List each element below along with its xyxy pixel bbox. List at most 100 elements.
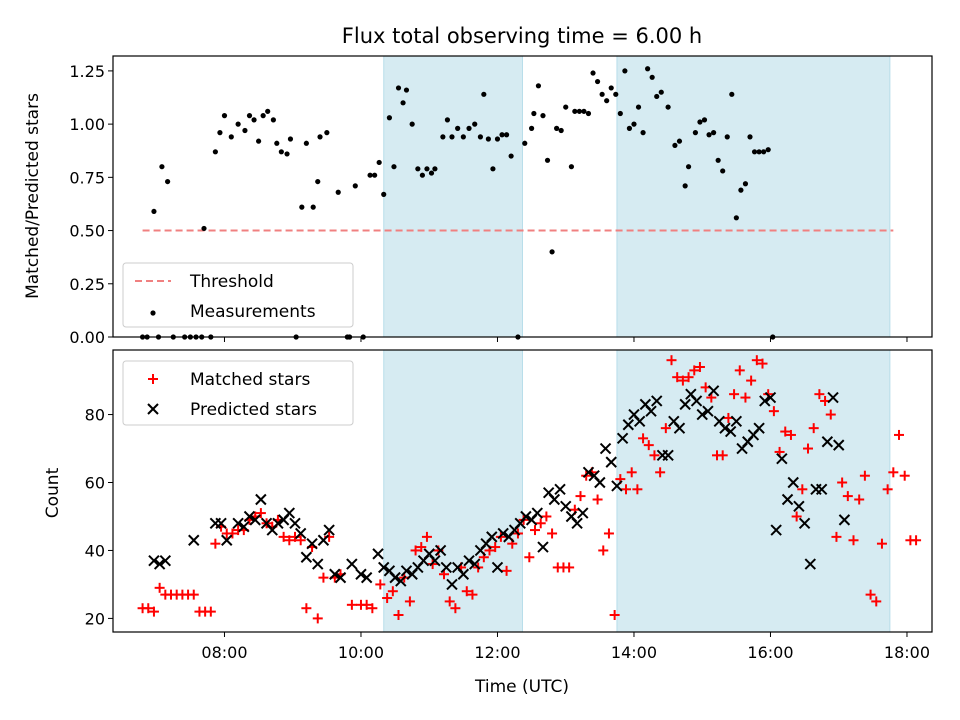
measurement-point — [654, 93, 660, 100]
measurement-point — [485, 136, 491, 142]
predicted-star-point — [798, 517, 811, 529]
measurement-point — [590, 70, 596, 76]
predicted-star-point — [457, 568, 470, 580]
matched-star-point — [660, 423, 671, 434]
measurement-point — [535, 83, 542, 89]
measurement-point — [381, 191, 387, 197]
matched-star-point — [410, 545, 421, 556]
matched-star-point — [632, 484, 643, 495]
matched-star-point — [848, 535, 859, 546]
measurement-point — [440, 134, 446, 140]
measurement-point — [335, 189, 341, 195]
matched-star-point — [814, 389, 825, 400]
measurement-point — [729, 91, 735, 97]
matched-star-point — [899, 470, 910, 481]
matched-star-point — [871, 596, 882, 607]
matched-star-point — [318, 572, 329, 583]
predicted-star-point — [334, 571, 347, 584]
measurement-point — [466, 125, 472, 131]
matched-star-point — [284, 535, 295, 546]
matched-star-point — [717, 450, 728, 461]
predicted-star-point — [815, 483, 828, 496]
x-axis-label: Time (UTC) — [474, 677, 569, 697]
matched-star-point — [888, 467, 899, 478]
measurement-point — [715, 157, 721, 163]
predicted-star-point — [673, 422, 686, 434]
measurement-point — [503, 132, 510, 138]
matched-star-point — [677, 375, 688, 386]
measurement-point — [278, 149, 284, 155]
predicted-star-point — [753, 422, 765, 434]
measurement-point — [706, 132, 712, 138]
matched-star-point — [541, 511, 552, 522]
measurement-point — [585, 110, 592, 117]
measurement-point — [242, 127, 248, 134]
measurement-point — [260, 113, 266, 119]
measurement-point — [672, 142, 678, 149]
predicted-star-point — [707, 385, 720, 397]
matched-star-point — [461, 586, 472, 597]
measurement-point — [409, 121, 415, 127]
axes-frame — [112, 55, 933, 338]
measurement-point — [490, 166, 496, 172]
predicted-star-point — [531, 507, 543, 519]
y-tick-label: 0.75 — [69, 168, 105, 187]
predicted-star-point — [622, 419, 634, 431]
measurement-point — [599, 91, 605, 97]
matched-star-point — [312, 613, 323, 624]
measurement-point — [303, 140, 309, 146]
predicted-star-point — [696, 408, 708, 421]
matched-star-point — [666, 355, 677, 366]
predicted-star-point — [560, 500, 572, 512]
predicted-star-point — [243, 510, 256, 523]
matched-star-point — [501, 565, 512, 576]
predicted-star-point — [395, 575, 407, 587]
matched-star-point — [734, 365, 745, 376]
measurement-point — [460, 134, 466, 140]
measurement-point — [608, 85, 614, 91]
matched-star-point — [255, 508, 266, 519]
measurement-point — [217, 130, 223, 136]
matched-star-point — [210, 538, 221, 549]
measurement-point — [604, 98, 610, 104]
predicted-star-point — [289, 517, 301, 529]
predicted-star-point — [323, 524, 335, 536]
predicted-star-point — [611, 480, 623, 492]
measurement-point — [212, 149, 218, 155]
measurement-point — [682, 183, 688, 189]
predicted-star-point — [440, 561, 452, 574]
predicted-star-point — [249, 514, 261, 526]
measurement-point — [221, 113, 228, 119]
measurement-point — [235, 121, 241, 127]
predicted-star-point — [582, 466, 595, 479]
measurement-point — [645, 66, 651, 72]
predicted-star-point — [434, 544, 447, 557]
predicted-star-point — [306, 537, 318, 550]
predicted-star-point — [787, 476, 799, 489]
measurement-point — [228, 134, 234, 140]
measurement-point — [529, 125, 535, 131]
matched-star-point — [524, 552, 535, 563]
measurement-point — [432, 166, 438, 172]
matched-star-point — [564, 562, 575, 573]
predicted-star-point — [645, 405, 657, 417]
predicted-star-point — [400, 565, 413, 577]
predicted-star-point — [764, 391, 777, 404]
measurement-point — [403, 87, 410, 93]
predicted-star-point — [491, 561, 504, 574]
measurement-point — [554, 125, 560, 131]
matched-star-point — [831, 531, 842, 542]
measurement-point — [400, 100, 406, 106]
measurement-point — [540, 113, 546, 119]
measurement-point — [265, 108, 271, 114]
predicted-star-point — [838, 514, 851, 526]
matched-star-point — [803, 443, 814, 454]
measurement-point — [676, 138, 683, 144]
predicted-star-point — [312, 558, 324, 570]
predicted-star-point — [346, 558, 358, 570]
predicted-star-point — [770, 524, 782, 536]
measurement-point — [617, 110, 623, 117]
predicted-star-point — [159, 554, 172, 567]
measurement-point — [310, 204, 316, 210]
predicted-star-point — [153, 558, 166, 570]
